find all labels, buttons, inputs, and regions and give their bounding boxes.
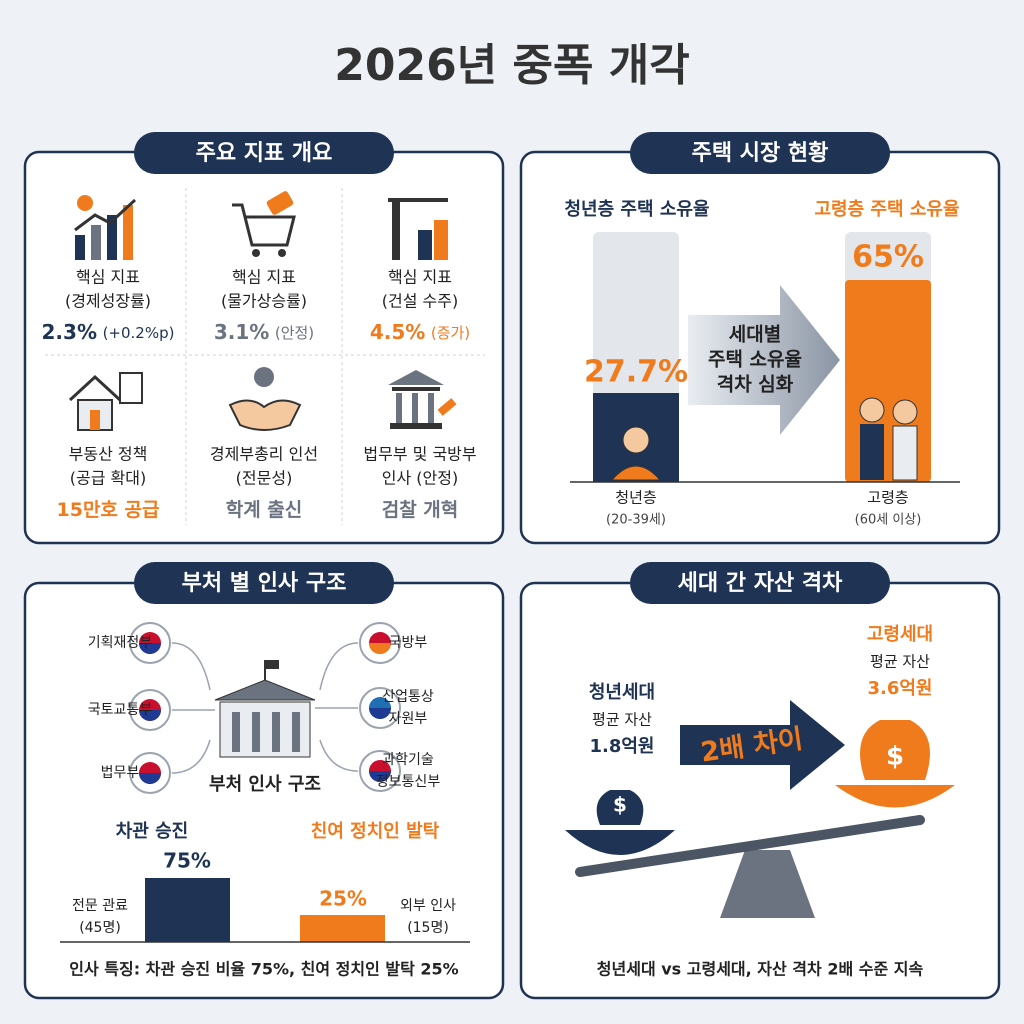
asset-label: 청년세대 [589,682,655,703]
panel-title: 주택 시장 현황 [692,141,829,166]
indicator-value: 학계 출신 [226,499,303,521]
indicator-value: 15만호 공급 [57,499,160,521]
person-icon [610,426,662,481]
axis-label: 고령층 [867,489,908,507]
heading: 고령층 주택 소유율 [814,199,959,220]
indicator-label: 핵심 지표 [76,268,140,287]
emblems [129,622,401,794]
value-label: 27.7% [584,355,688,390]
ministry-name: 기획재정부 [88,635,153,651]
indicator-value: 4.5% (증가) [370,320,470,344]
currency-symbol: $ [613,793,627,817]
panel-title: 주요 지표 개요 [196,141,333,166]
note: (증가) [431,324,470,342]
indicator-label: (공급 확대) [70,469,146,488]
axis-label: 청년층 [615,489,656,507]
value: 학계 출신 [226,499,303,521]
value: 2.3% [42,320,97,344]
indicator-label: 부동산 정책 [69,445,148,464]
bar-label: 전문 관료 [72,898,128,914]
building-icon [214,660,316,758]
value: 검찰 개혁 [382,499,459,521]
dividers [45,188,485,525]
ministry-name: 정보통신부 [376,774,441,790]
value: 15만호 공급 [57,499,160,521]
note: (+0.2%p) [103,324,175,342]
emblem [369,643,391,654]
bar-label: (15명) [407,920,449,936]
emblem [139,773,161,784]
currency-symbol: $ [886,742,904,772]
footer: 인사 특징: 차관 승진 비율 75%, 친여 정치인 발탁 25% [69,960,458,979]
asset-label: 고령세대 [867,624,933,645]
icons [68,191,457,431]
indicator-label: 경제부총리 인선 [210,445,318,464]
panel-header [630,562,890,604]
panel-title: 부처 별 인사 구조 [182,571,347,596]
panel-header [134,132,394,174]
ministry-name: 법무부 [101,765,140,781]
bar [300,915,385,942]
emblem [369,771,391,782]
bar-label: 외부 인사 [400,898,456,914]
heading: 청년층 주택 소유율 [564,199,709,220]
asset-label: 평균 자산 [870,653,930,671]
indicator-label: 핵심 지표 [388,268,452,287]
value: 4.5% [370,320,425,344]
indicator-value: 2.3% (+0.2%p) [42,320,175,344]
arrow-text: 주택 소유율 [708,349,802,371]
center-label: 부처 인사 구조 [209,774,321,795]
value-label: 25% [319,887,367,911]
value-label: 65% [852,240,924,275]
ministry-name: 산업통상 [382,689,434,705]
panel-header [630,132,890,174]
emblem [369,708,391,719]
connectors [171,642,359,774]
ministry-name: 자원부 [389,711,428,727]
panel-title: 세대 간 자산 격차 [678,571,843,596]
value-label: 75% [163,849,211,873]
arrow [688,285,840,435]
indicator-label: (전문성) [236,469,293,488]
indicator-value: 검찰 개혁 [382,499,459,521]
bar [845,280,931,482]
heading: 차관 승진 [116,821,189,842]
note: (안정) [275,324,314,342]
asset-label: 평균 자산 [592,711,652,729]
bar [145,878,230,942]
panel-header [134,562,394,604]
axis-label: (20-39세) [606,513,666,528]
bar-label: (45명) [79,920,121,936]
asset-label: 1.8억원 [589,736,654,757]
arrow-text: 격차 심화 [717,374,794,396]
indicator-label: (건설 수주) [382,292,458,311]
indicator-label: 핵심 지표 [232,268,296,287]
heading: 친여 정치인 발탁 [311,821,440,842]
ministry-name: 국방부 [389,635,428,651]
emblem [139,710,161,721]
page-title: 2026년 중폭 개각 [334,40,690,91]
arrow-text: 세대별 [729,324,781,346]
emblem [139,643,161,654]
scale-icon [565,720,955,918]
ministry-name: 국토교통부 [88,702,153,718]
ministry-name: 과학기술 [382,752,434,768]
indicator-label: 인사 (안정) [382,469,458,488]
indicator-label: (물가상승률) [221,292,307,311]
value: 3.1% [214,320,269,344]
axis-label: (60세 이상) [855,513,922,528]
indicator-label: 법무부 및 국방부 [363,445,476,464]
indicator-label: (경제성장률) [65,292,151,311]
arrow [680,700,845,790]
asset-label: 3.6억원 [867,678,932,699]
elderly-icon [859,397,918,481]
indicator-value: 3.1% (안정) [214,320,314,344]
footer: 청년세대 vs 고령세대, 자산 격차 2배 수준 지속 [597,960,924,979]
